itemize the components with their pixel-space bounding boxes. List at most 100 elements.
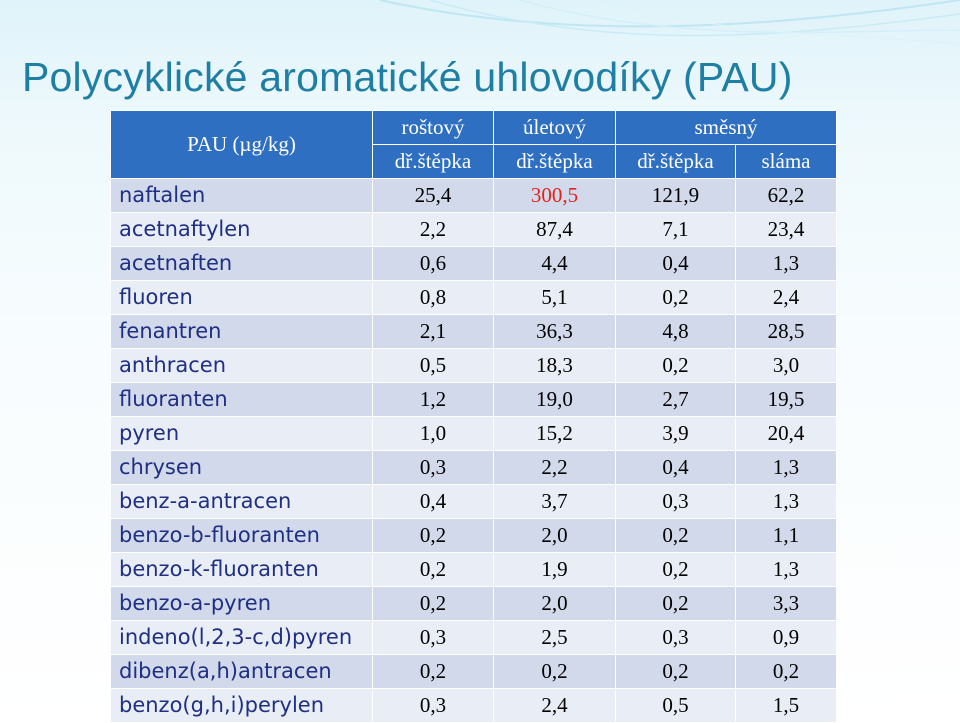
table-cell: 7,1 xyxy=(615,212,736,247)
row-label: benzo-k-fluoranten xyxy=(110,552,373,587)
subheader-cell: dř.štěpka xyxy=(372,144,494,179)
table-cell: 121,9 xyxy=(615,178,736,213)
row-label: fluoren xyxy=(110,280,373,315)
table-cell: 0,2 xyxy=(372,654,494,689)
table-cell: 3,0 xyxy=(735,348,837,383)
header-rostovy: roštový xyxy=(372,110,494,145)
table-cell: 1,3 xyxy=(735,552,837,587)
table-cell: 0,6 xyxy=(372,246,494,281)
table-cell: 0,2 xyxy=(372,552,494,587)
table-row: benzo-a-pyren 0,2 2,0 0,2 3,3 xyxy=(110,586,837,621)
table-cell: 1,5 xyxy=(735,688,837,723)
header-row-top: PAU (µg/kg) roštový úletový směsný xyxy=(110,110,837,179)
row-label: fenantren xyxy=(110,314,373,349)
table-cell: 0,5 xyxy=(372,348,494,383)
header-row-sub: dř.štěpka dř.štěpka dř.štěpka sláma xyxy=(111,144,837,179)
table-cell: 25,4 xyxy=(372,178,494,213)
table-row: fluoren 0,8 5,1 0,2 2,4 xyxy=(110,280,837,315)
table-row: acetnaften 0,6 4,4 0,4 1,3 xyxy=(110,246,837,281)
subheader-cell: dř.štěpka xyxy=(493,144,616,179)
row-label: benzo(g,h,i)perylen xyxy=(110,688,373,723)
row-label: chrysen xyxy=(110,450,373,485)
table-cell: 0,2 xyxy=(372,518,494,553)
table-cell: 0,5 xyxy=(615,688,736,723)
table-cell: 0,2 xyxy=(615,586,736,621)
table-cell: 2,2 xyxy=(493,450,616,485)
table-cell: 0,4 xyxy=(372,484,494,519)
row-label: indeno(l,2,3-c,d)pyren xyxy=(110,620,373,655)
row-label: anthracen xyxy=(110,348,373,383)
table-cell: 0,4 xyxy=(615,246,736,281)
table-row: benzo(g,h,i)perylen 0,3 2,4 0,5 1,5 xyxy=(110,688,837,723)
pau-table: PAU (µg/kg) roštový úletový směsný dř.št… xyxy=(110,110,837,723)
row-label: benzo-a-pyren xyxy=(110,586,373,621)
table-body: naftalen 25,4 300,5 121,9 62,2 acetnaftylen 2,… xyxy=(110,178,837,723)
table-cell: 1,3 xyxy=(735,246,837,281)
table-cell: 1,3 xyxy=(735,484,837,519)
subheader-cell: sláma xyxy=(735,144,837,179)
table-cell: 2,1 xyxy=(372,314,494,349)
table-cell: 0,2 xyxy=(735,654,837,689)
table-cell: 1,2 xyxy=(372,382,494,417)
table-cell: 0,2 xyxy=(615,348,736,383)
table-row: benz-a-antracen 0,4 3,7 0,3 1,3 xyxy=(110,484,837,519)
table-row: indeno(l,2,3-c,d)pyren 0,3 2,5 0,3 0,9 xyxy=(110,620,837,655)
table-cell: 0,2 xyxy=(615,654,736,689)
table-cell: 4,4 xyxy=(493,246,616,281)
row-label: benz-a-antracen xyxy=(110,484,373,519)
table-cell: 23,4 xyxy=(735,212,837,247)
header-smesny: směsný xyxy=(615,110,837,145)
row-label: naftalen xyxy=(110,178,373,213)
row-label: acetnaftylen xyxy=(110,212,373,247)
table-cell: 2,4 xyxy=(493,688,616,723)
table-cell: 0,2 xyxy=(615,280,736,315)
table-cell: 4,8 xyxy=(615,314,736,349)
table-cell: 2,0 xyxy=(493,586,616,621)
table-row: pyren 1,0 15,2 3,9 20,4 xyxy=(110,416,837,451)
table-cell: 2,5 xyxy=(493,620,616,655)
row-label: pyren xyxy=(110,416,373,451)
table-cell: 1,3 xyxy=(735,450,837,485)
table-cell: 5,1 xyxy=(493,280,616,315)
table-cell: 0,2 xyxy=(615,518,736,553)
row-label: benzo-b-fluoranten xyxy=(110,518,373,553)
table-cell: 0,2 xyxy=(372,586,494,621)
row-label: dibenz(a,h)antracen xyxy=(110,654,373,689)
table-cell: 1,1 xyxy=(735,518,837,553)
row-label: acetnaften xyxy=(110,246,373,281)
table-cell: 1,9 xyxy=(493,552,616,587)
header-uletovy: úletový xyxy=(493,110,616,145)
table-cell: 15,2 xyxy=(493,416,616,451)
table-cell: 28,5 xyxy=(735,314,837,349)
table-cell: 0,9 xyxy=(735,620,837,655)
table-cell: 2,2 xyxy=(372,212,494,247)
table-cell: 36,3 xyxy=(493,314,616,349)
row-label: fluoranten xyxy=(110,382,373,417)
table-row: chrysen 0,3 2,2 0,4 1,3 xyxy=(110,450,837,485)
table-cell: 0,3 xyxy=(372,620,494,655)
decorative-swoosh xyxy=(379,0,960,45)
table-cell: 0,2 xyxy=(615,552,736,587)
table-cell: 3,3 xyxy=(735,586,837,621)
table-cell: 20,4 xyxy=(735,416,837,451)
table-row: benzo-k-fluoranten 0,2 1,9 0,2 1,3 xyxy=(110,552,837,587)
table-cell: 19,0 xyxy=(493,382,616,417)
subheader-cell: dř.štěpka xyxy=(615,144,736,179)
table-cell: 87,4 xyxy=(493,212,616,247)
table-cell: 2,7 xyxy=(615,382,736,417)
table-cell: 0,3 xyxy=(372,450,494,485)
table-cell: 62,2 xyxy=(735,178,837,213)
table-cell: 0,2 xyxy=(493,654,616,689)
table-cell: 300,5 xyxy=(493,178,616,213)
table-row: fluoranten 1,2 19,0 2,7 19,5 xyxy=(110,382,837,417)
table-cell: 0,4 xyxy=(615,450,736,485)
table-row: benzo-b-fluoranten 0,2 2,0 0,2 1,1 xyxy=(110,518,837,553)
table-cell: 18,3 xyxy=(493,348,616,383)
table-cell: 0,3 xyxy=(615,620,736,655)
table-cell: 2,4 xyxy=(735,280,837,315)
table-row: naftalen 25,4 300,5 121,9 62,2 xyxy=(110,178,837,213)
table-cell: 1,0 xyxy=(372,416,494,451)
table-cell: 2,0 xyxy=(493,518,616,553)
table-cell: 0,8 xyxy=(372,280,494,315)
table-row: anthracen 0,5 18,3 0,2 3,0 xyxy=(110,348,837,383)
